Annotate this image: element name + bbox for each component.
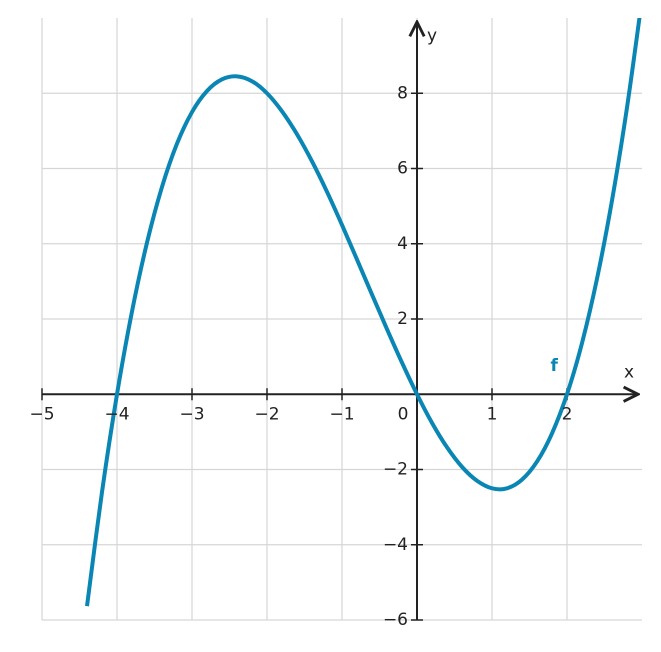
x-tick-label: −3	[179, 404, 204, 424]
y-axis-label: y	[427, 26, 437, 46]
y-tick-label: 2	[397, 309, 408, 329]
x-tick-label: −5	[29, 404, 54, 424]
x-tick-label: −2	[254, 404, 279, 424]
x-tick-label: 0	[398, 404, 409, 424]
y-tick-label: 8	[397, 83, 408, 103]
y-tick-label: 4	[397, 234, 408, 254]
y-tick-label: −4	[383, 535, 408, 555]
x-tick-label: 2	[562, 404, 573, 424]
x-tick-label: −4	[104, 404, 129, 424]
curve	[85, 18, 642, 607]
curve-label: f	[551, 356, 559, 376]
labels: −5 −4 −3 −2 −1 0 1 2 −6 −4 −2 2 4 6 8 x y f	[29, 26, 634, 630]
y-tick-label: −2	[383, 460, 408, 480]
x-axis-label: x	[624, 362, 634, 382]
x-tick-label: 1	[487, 404, 498, 424]
y-tick-label: −6	[383, 610, 408, 630]
plot	[85, 18, 642, 607]
y-tick-label: 6	[397, 159, 408, 179]
x-tick-label: −1	[329, 404, 354, 424]
